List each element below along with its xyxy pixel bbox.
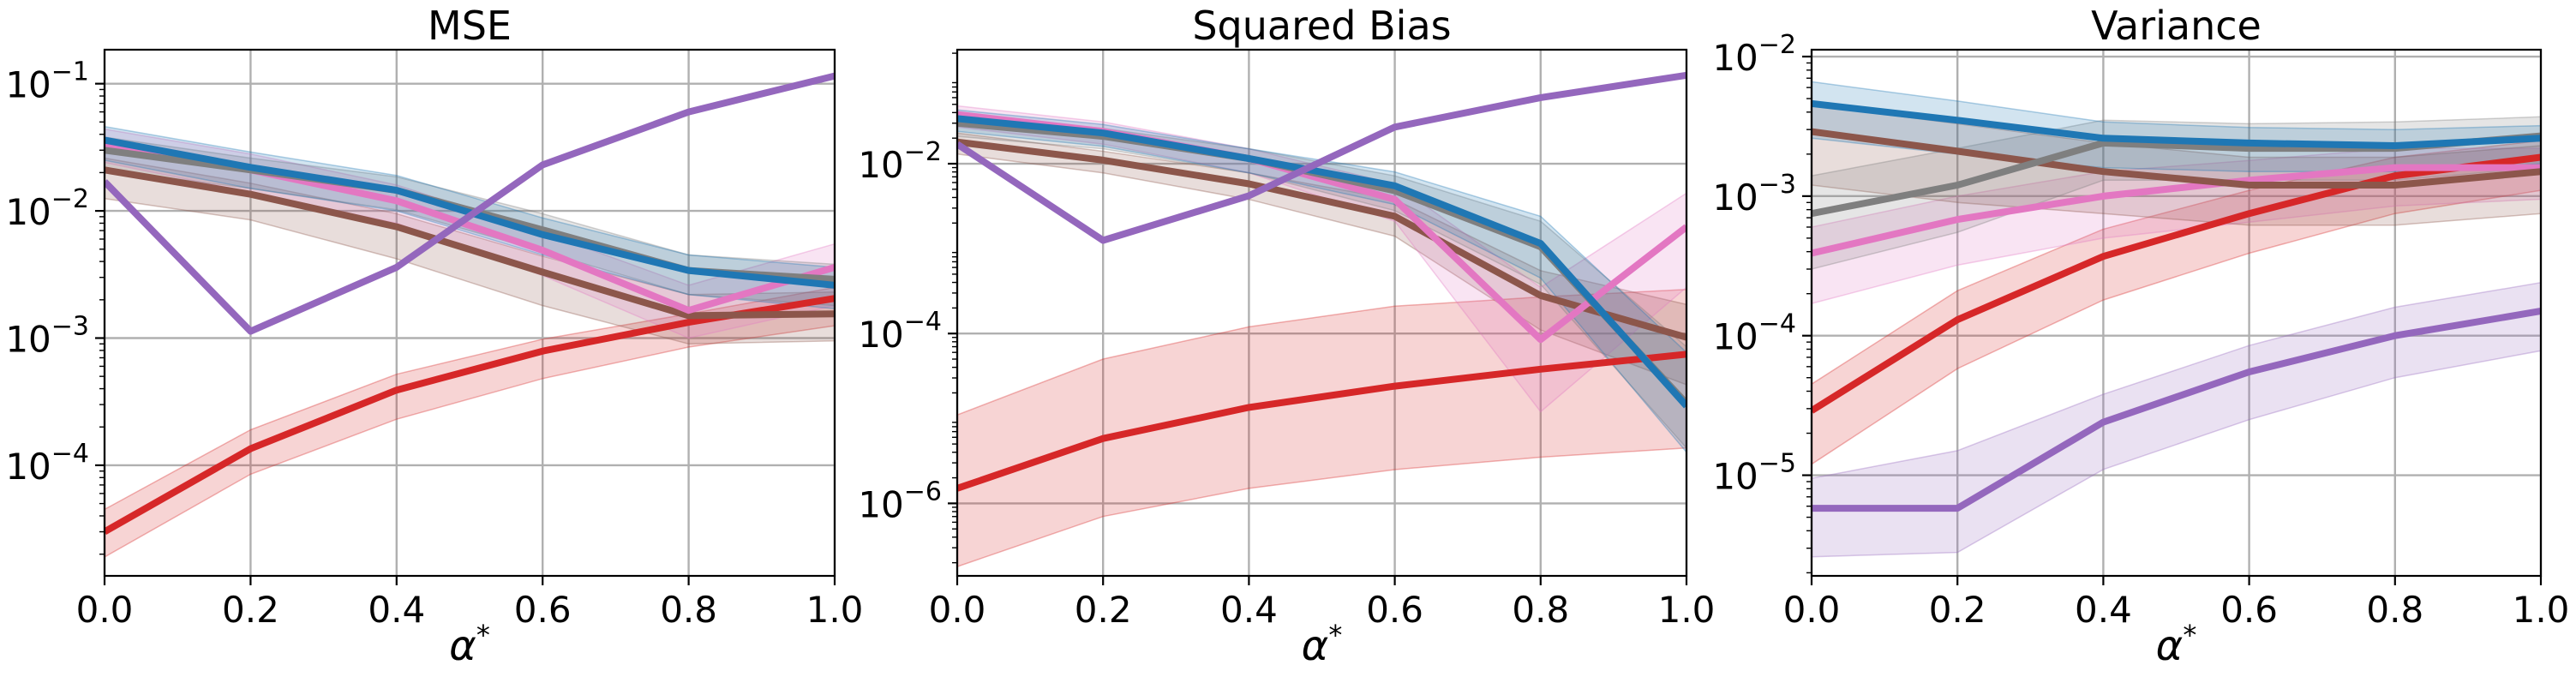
series-line-4 <box>1812 128 2541 189</box>
series-line-6 <box>1812 99 2541 149</box>
series-group <box>1812 81 2541 558</box>
panel-title: Variance <box>2091 3 2261 49</box>
series-line-6 <box>105 72 835 335</box>
panel-title: Squared Bias <box>1192 3 1451 49</box>
panel-3: 10−5 10−4 10−3 10−2 0.0 0.2 0.4 0.6 0.8 1.0 Varian… <box>1712 3 2569 670</box>
x-tick-label: 0.6 <box>514 589 572 631</box>
x-tick-label: 0.0 <box>1783 589 1841 631</box>
y-tick-label: 10−3 <box>5 311 89 360</box>
x-tick-label: 0.2 <box>222 589 279 631</box>
x-tick-label: 0.8 <box>2366 589 2423 631</box>
y-tick-label: 10−3 <box>1712 170 1796 219</box>
series-group <box>957 71 1686 567</box>
series-line-5 <box>957 115 1686 409</box>
series-line-3 <box>1812 164 2541 257</box>
x-axis-label: α* <box>449 619 490 670</box>
y-tick-label: 10−2 <box>5 184 89 233</box>
series-group <box>105 72 835 558</box>
plot-frame <box>956 48 1688 578</box>
x-tick-label: 0.4 <box>1220 589 1278 631</box>
plot-frame <box>103 48 836 578</box>
y-tick-label: 10−2 <box>858 137 942 186</box>
confidence-band-1 <box>957 289 1686 567</box>
panel-1: 10−4 10−3 10−2 10−1 0.0 0.2 0.4 0.6 0.8 1.0 MSE α* <box>5 3 863 670</box>
x-tick-label: 0.4 <box>2075 589 2132 631</box>
confidence-band-1 <box>105 286 835 558</box>
y-tick-label: 10−4 <box>1712 309 1796 358</box>
x-tick-label: 0.6 <box>2220 589 2278 631</box>
y-tick-label: 10−2 <box>1712 30 1796 79</box>
series-line-6 <box>957 71 1686 244</box>
x-tick-label: 0.6 <box>1366 589 1423 631</box>
y-tick-label: 10−1 <box>5 57 89 106</box>
x-tick-label: 0.2 <box>1929 589 1986 631</box>
x-tick-label: 0.8 <box>660 589 717 631</box>
confidence-band-3 <box>957 105 1686 413</box>
confidence-band-2 <box>957 132 1686 386</box>
axis-ticks: 10−4 10−3 10−2 10−1 0.0 0.2 0.4 0.6 0.8 1.0 <box>5 57 863 631</box>
axis-ticks: 10−6 10−4 10−2 0.0 0.2 0.4 0.6 0.8 1.0 <box>858 52 1716 631</box>
y-tick-label: 10−6 <box>858 476 942 525</box>
x-tick-label: 1.0 <box>806 589 864 631</box>
x-axis-label: α* <box>2156 619 2197 670</box>
series-line-1 <box>1812 308 2541 512</box>
panel-title: MSE <box>428 3 512 49</box>
x-tick-label: 0.2 <box>1075 589 1132 631</box>
plot-frame <box>1810 48 2543 578</box>
series-line-1 <box>957 350 1686 492</box>
x-tick-label: 1.0 <box>2513 589 2570 631</box>
confidence-band-2 <box>1812 140 2541 465</box>
y-tick-label: 10−5 <box>1712 449 1796 498</box>
series-line-2 <box>1812 153 2541 414</box>
x-tick-label: 0.0 <box>929 589 986 631</box>
series-line-2 <box>957 138 1686 341</box>
x-axis-label: α* <box>1302 619 1343 670</box>
panel-2: 10−6 10−4 10−2 0.0 0.2 0.4 0.6 0.8 1.0 Squared Bi… <box>858 3 1715 670</box>
x-tick-label: 0.0 <box>76 589 134 631</box>
y-tick-label: 10−4 <box>858 307 942 356</box>
x-tick-label: 0.4 <box>368 589 425 631</box>
axis-ticks: 10−5 10−4 10−3 10−2 0.0 0.2 0.4 0.6 0.8 1.0 <box>1712 30 2569 631</box>
x-tick-label: 0.8 <box>1512 589 1569 631</box>
x-tick-label: 1.0 <box>1658 589 1716 631</box>
series-line-2 <box>105 166 835 320</box>
y-tick-label: 10−4 <box>5 439 89 488</box>
